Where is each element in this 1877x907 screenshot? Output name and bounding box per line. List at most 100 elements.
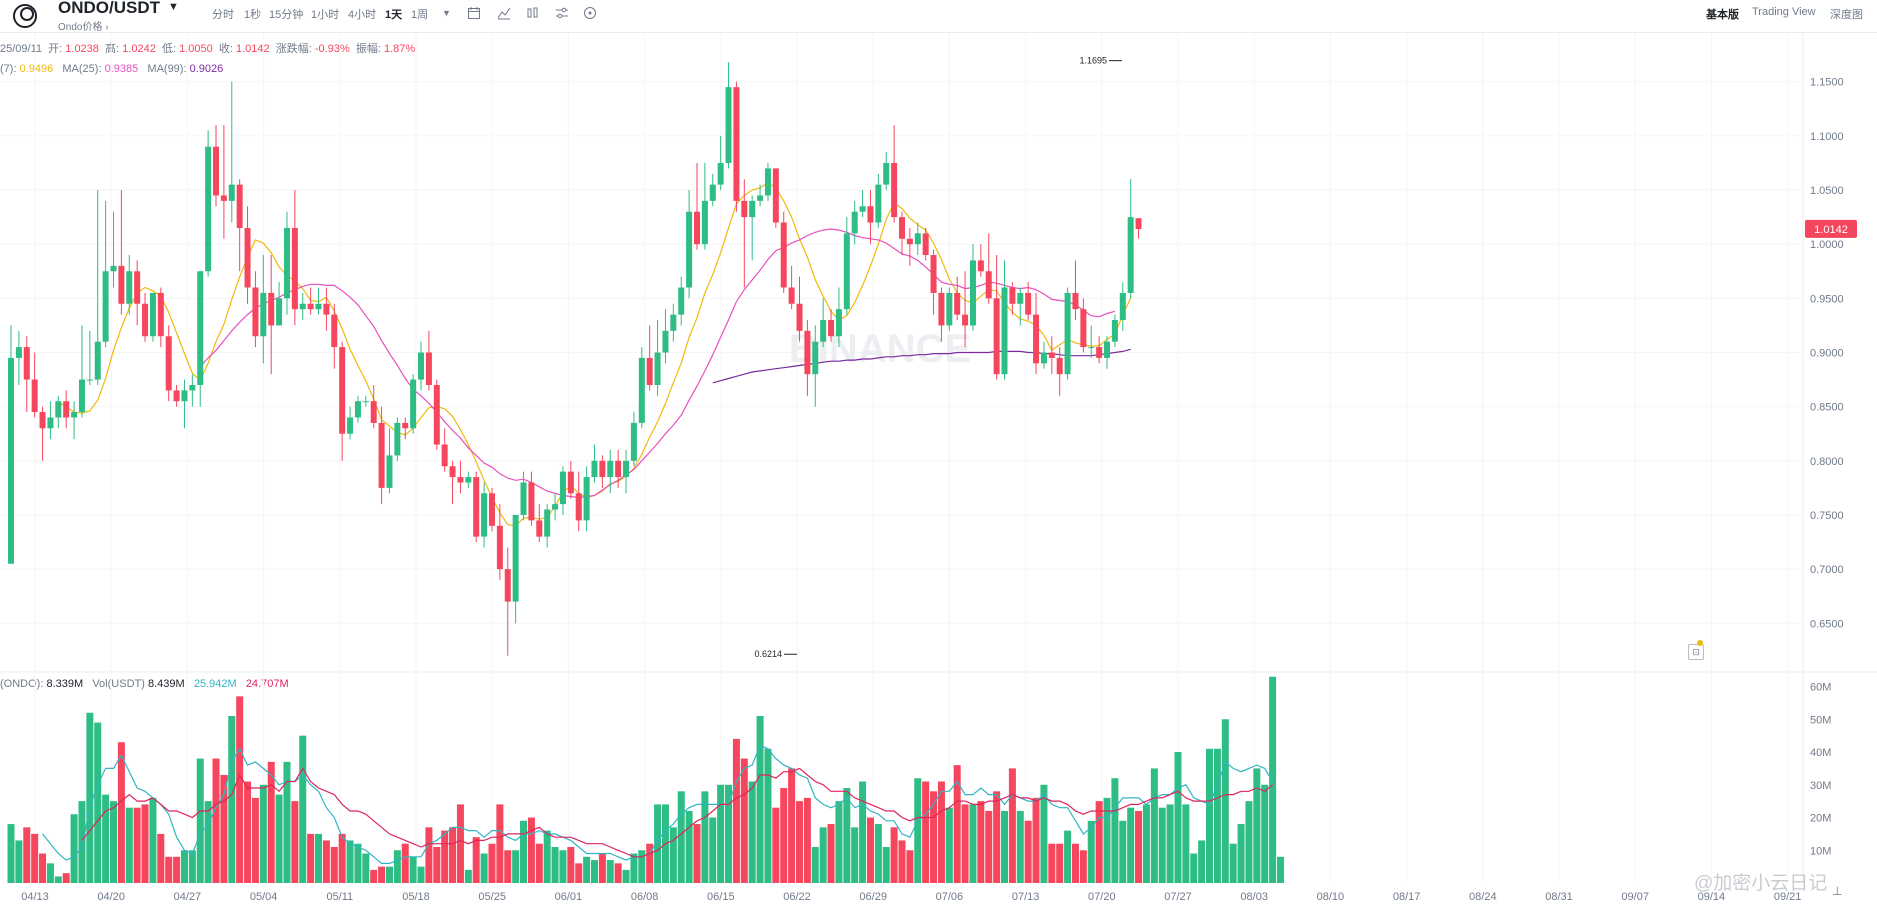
volume-bar [1056, 843, 1064, 883]
tab-tradingview[interactable]: Trading View [1752, 6, 1816, 18]
candle-body [189, 384, 196, 391]
volume-bar [472, 837, 480, 883]
volume-bar [464, 869, 472, 883]
candle-body [906, 238, 913, 245]
tab-timeframe-1h[interactable]: 1小时 [311, 9, 340, 21]
vol-ma10-value: 24.707M [245, 678, 289, 690]
tab-timeframe-1w[interactable]: 1周 [411, 9, 429, 21]
volume-bar [748, 781, 756, 883]
candle-body [1025, 292, 1032, 315]
calendar-icon[interactable] [467, 6, 481, 20]
volume-bar [969, 804, 977, 883]
chevron-down-icon[interactable]: ▼ [168, 1, 179, 13]
tab-timeframe-15m[interactable]: 15分钟 [269, 9, 304, 21]
candle-body [914, 233, 921, 245]
candle-body [86, 379, 93, 381]
volume-bar [740, 758, 748, 883]
volume-tick-label: 40M [1810, 747, 1831, 759]
candle-body [1056, 357, 1063, 375]
candle-body [780, 222, 787, 288]
settings-sliders-icon[interactable] [555, 6, 569, 20]
scroll-to-latest-icon[interactable]: ⊥ [1832, 884, 1843, 898]
candle-body [110, 265, 117, 272]
tab-timeframe-1s[interactable]: 1秒 [244, 9, 262, 21]
candle-body [157, 292, 164, 337]
tab-depth-chart[interactable]: 深度图 [1830, 9, 1863, 21]
price-tick-label: 0.7500 [1810, 510, 1844, 522]
volume-bar [937, 781, 945, 883]
candle-body [126, 271, 133, 304]
candle-body [496, 525, 503, 570]
plus-circle-icon[interactable] [583, 6, 597, 20]
volume-bar [709, 817, 717, 883]
volume-bar [141, 804, 149, 883]
candle-body [615, 460, 622, 478]
close-value: 1.0142 [235, 43, 270, 55]
open-value: 1.0238 [65, 43, 99, 55]
vol-ondo-label: (ONDO): [0, 678, 44, 690]
volume-bar [1142, 804, 1150, 883]
volume-bar [70, 814, 78, 883]
volume-bar [677, 791, 685, 883]
candle-body [757, 195, 764, 201]
vol-ma5-value: 25.942M [193, 678, 237, 690]
tab-basic-view[interactable]: 基本版 [1706, 9, 1739, 21]
volume-bar [780, 788, 788, 883]
tab-timeframe-4h[interactable]: 4小时 [348, 9, 377, 21]
screenshot-tool-icon[interactable]: ⊡ [1688, 644, 1704, 660]
candle-body [425, 352, 432, 385]
volume-bar [86, 712, 94, 883]
volume-bar [54, 876, 62, 883]
volume-bar [1032, 797, 1040, 883]
candle-body [899, 217, 906, 239]
volume-bar [654, 804, 662, 883]
volume-bar [173, 856, 181, 883]
candle-body [386, 455, 393, 488]
volume-bar [1253, 768, 1261, 883]
candle-body [883, 162, 890, 185]
ma7-value: 0.9496 [19, 63, 54, 75]
amplitude-value: 1.87% [384, 43, 416, 55]
more-timeframes-chevron-icon[interactable]: ▼ [442, 8, 451, 18]
indicator-icon[interactable] [497, 6, 511, 20]
candle-body [331, 314, 338, 348]
binance-watermark: BINANCE [789, 327, 971, 371]
date-tick-label: 05/18 [402, 891, 430, 903]
date-tick-label: 05/25 [478, 891, 506, 903]
volume-bar [1237, 824, 1245, 883]
candle-body [993, 298, 1000, 375]
date-tick-label: 07/13 [1012, 891, 1040, 903]
chart-type-icon[interactable] [526, 6, 540, 20]
volume-bar [456, 804, 464, 883]
volume-bar [1221, 719, 1229, 883]
tab-timeframe-1d[interactable]: 1天 [385, 9, 403, 21]
candle-body [268, 292, 275, 326]
volume-bar [590, 860, 598, 883]
last-price-badge [1805, 219, 1857, 238]
candle-body [15, 347, 22, 358]
tab-timeframe-line[interactable]: 分时 [212, 9, 234, 21]
volume-bar [835, 801, 843, 883]
volume-bar [149, 797, 157, 883]
high-value: 1.0242 [122, 43, 156, 55]
candle-body [875, 184, 882, 223]
candle-body [394, 422, 401, 456]
date-tick-label: 09/14 [1698, 891, 1726, 903]
price-chart[interactable]: BINANCE 1.1500 1.1000 1.0500 1.0000 0.9500 0.… [0, 33, 1877, 907]
candle-body [504, 569, 511, 602]
volume-bar [914, 778, 922, 883]
volume-bar [535, 843, 543, 883]
candle-body [118, 265, 125, 304]
pair-title[interactable]: ONDO/USDT [58, 0, 160, 17]
change-value: -0.93% [314, 43, 350, 55]
volume-ma10-line [81, 767, 1273, 858]
volume-bar [393, 850, 401, 883]
open-label: 开: [48, 43, 63, 55]
candle-body [149, 292, 156, 337]
candle-body [276, 298, 283, 326]
price-tick-label: 0.7000 [1810, 564, 1844, 576]
candle-body [370, 401, 377, 423]
notification-dot [1697, 640, 1703, 646]
candle-body [299, 303, 306, 310]
volume-bar [882, 846, 890, 883]
